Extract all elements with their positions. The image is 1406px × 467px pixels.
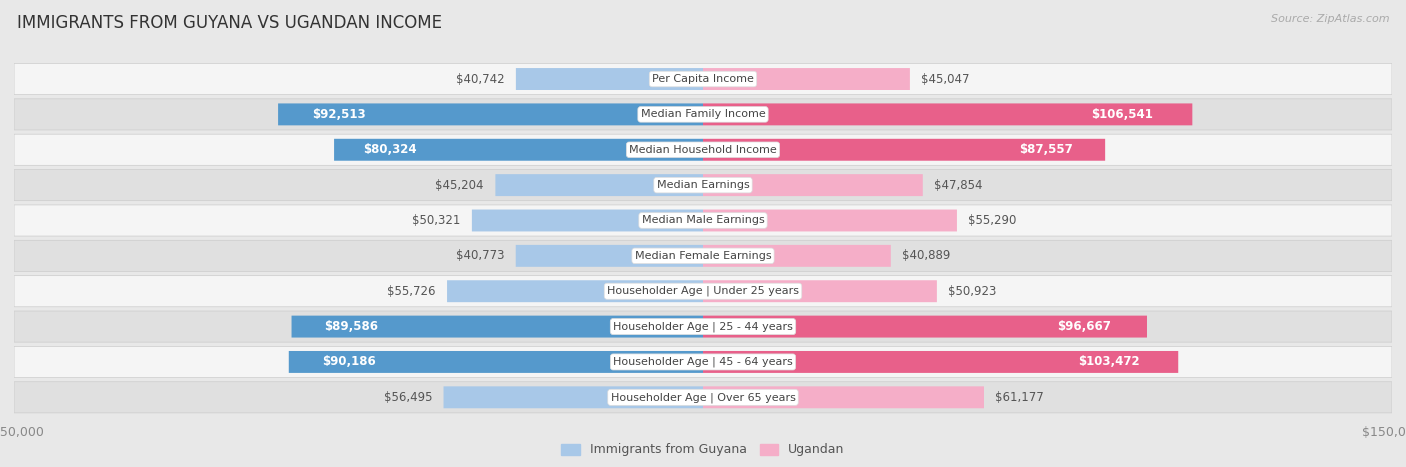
FancyBboxPatch shape xyxy=(14,241,1392,271)
FancyBboxPatch shape xyxy=(443,386,703,408)
FancyBboxPatch shape xyxy=(703,139,1105,161)
Text: $40,742: $40,742 xyxy=(456,72,505,85)
FancyBboxPatch shape xyxy=(335,139,703,161)
FancyBboxPatch shape xyxy=(703,174,922,196)
Text: $55,726: $55,726 xyxy=(387,285,436,298)
FancyBboxPatch shape xyxy=(447,280,703,302)
FancyBboxPatch shape xyxy=(14,347,1392,377)
FancyBboxPatch shape xyxy=(703,210,957,232)
Text: Per Capita Income: Per Capita Income xyxy=(652,74,754,84)
FancyBboxPatch shape xyxy=(703,280,936,302)
FancyBboxPatch shape xyxy=(703,386,984,408)
FancyBboxPatch shape xyxy=(14,134,1392,165)
Text: $47,854: $47,854 xyxy=(934,178,983,191)
Text: Median Male Earnings: Median Male Earnings xyxy=(641,215,765,226)
Text: $80,324: $80,324 xyxy=(364,143,418,156)
Text: Householder Age | 45 - 64 years: Householder Age | 45 - 64 years xyxy=(613,357,793,367)
FancyBboxPatch shape xyxy=(14,205,1392,236)
Text: $90,186: $90,186 xyxy=(322,355,375,368)
FancyBboxPatch shape xyxy=(703,351,1178,373)
FancyBboxPatch shape xyxy=(278,103,703,125)
Text: Median Family Income: Median Family Income xyxy=(641,109,765,120)
FancyBboxPatch shape xyxy=(291,316,703,338)
FancyBboxPatch shape xyxy=(495,174,703,196)
Text: Source: ZipAtlas.com: Source: ZipAtlas.com xyxy=(1271,14,1389,24)
FancyBboxPatch shape xyxy=(703,103,1192,125)
FancyBboxPatch shape xyxy=(703,245,891,267)
Text: Median Household Income: Median Household Income xyxy=(628,145,778,155)
FancyBboxPatch shape xyxy=(288,351,703,373)
FancyBboxPatch shape xyxy=(703,68,910,90)
FancyBboxPatch shape xyxy=(516,68,703,90)
Text: $50,321: $50,321 xyxy=(412,214,460,227)
FancyBboxPatch shape xyxy=(703,316,1147,338)
FancyBboxPatch shape xyxy=(14,170,1392,201)
Text: $96,667: $96,667 xyxy=(1057,320,1112,333)
FancyBboxPatch shape xyxy=(14,311,1392,342)
FancyBboxPatch shape xyxy=(472,210,703,232)
Text: $89,586: $89,586 xyxy=(325,320,378,333)
Text: $61,177: $61,177 xyxy=(995,391,1045,404)
FancyBboxPatch shape xyxy=(14,276,1392,307)
Text: $87,557: $87,557 xyxy=(1019,143,1073,156)
Text: $103,472: $103,472 xyxy=(1078,355,1140,368)
FancyBboxPatch shape xyxy=(516,245,703,267)
Text: Median Earnings: Median Earnings xyxy=(657,180,749,190)
Text: Householder Age | Over 65 years: Householder Age | Over 65 years xyxy=(610,392,796,403)
FancyBboxPatch shape xyxy=(14,382,1392,413)
FancyBboxPatch shape xyxy=(14,64,1392,95)
Text: $45,047: $45,047 xyxy=(921,72,970,85)
Text: $56,495: $56,495 xyxy=(384,391,432,404)
Text: $40,773: $40,773 xyxy=(456,249,505,262)
Text: $40,889: $40,889 xyxy=(903,249,950,262)
Text: $50,923: $50,923 xyxy=(949,285,997,298)
Text: $92,513: $92,513 xyxy=(312,108,366,121)
Text: $55,290: $55,290 xyxy=(969,214,1017,227)
FancyBboxPatch shape xyxy=(14,99,1392,130)
Text: $45,204: $45,204 xyxy=(436,178,484,191)
Text: IMMIGRANTS FROM GUYANA VS UGANDAN INCOME: IMMIGRANTS FROM GUYANA VS UGANDAN INCOME xyxy=(17,14,441,32)
Text: Median Female Earnings: Median Female Earnings xyxy=(634,251,772,261)
Text: Householder Age | Under 25 years: Householder Age | Under 25 years xyxy=(607,286,799,297)
Legend: Immigrants from Guyana, Ugandan: Immigrants from Guyana, Ugandan xyxy=(557,439,849,461)
Text: Householder Age | 25 - 44 years: Householder Age | 25 - 44 years xyxy=(613,321,793,332)
Text: $106,541: $106,541 xyxy=(1091,108,1153,121)
